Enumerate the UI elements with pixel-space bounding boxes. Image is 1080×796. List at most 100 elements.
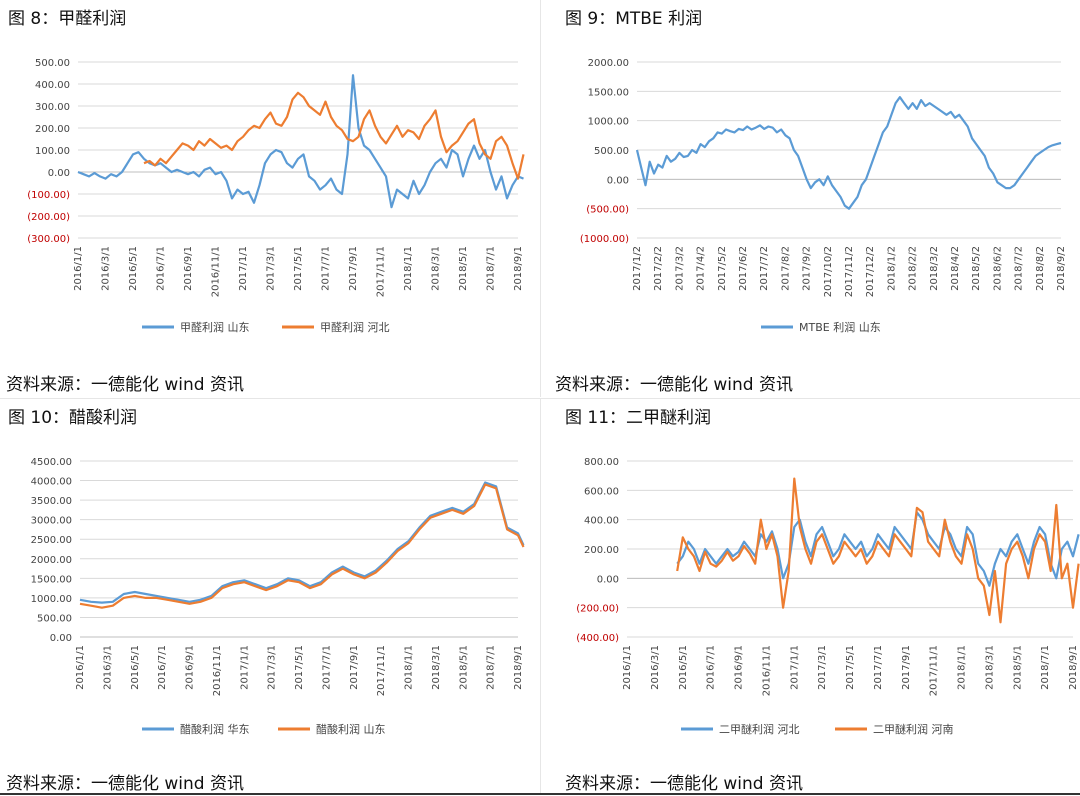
- x-tick-label: 2017/3/2: [674, 246, 685, 291]
- x-tick-label: 2016/1/1: [73, 246, 84, 291]
- x-tick-label: 2016/7/1: [157, 645, 168, 690]
- chart-dme: 800.00 600.00 400.00 200.00 0.00 (200.00) (400…: [576, 457, 1080, 736]
- x-tick-label: 2017/5/1: [293, 246, 304, 291]
- x-tick-label: 2017/5/2: [717, 246, 728, 291]
- x-tick-label: 2017/12/2: [865, 246, 876, 297]
- x-tick-label: 2017/10/2: [823, 246, 834, 297]
- x-tick-label: 2016/5/1: [128, 246, 139, 291]
- y-tick-label: 3500.00: [31, 496, 72, 507]
- y-tick-label: 0.00: [597, 574, 619, 585]
- x-tick-label: 2017/7/1: [321, 645, 332, 690]
- x-tick-label: 2018/8/2: [1035, 246, 1046, 291]
- x-tick-label: 2016/1/1: [622, 645, 633, 690]
- x-tick-label: 2017/4/2: [696, 246, 707, 291]
- y-tick-label: (200.00): [27, 212, 70, 223]
- chart-source: 资料来源：一德能化 wind 资讯: [6, 774, 244, 794]
- y-tick-label: (400.00): [576, 633, 619, 644]
- y-tick-label: 200.00: [584, 545, 619, 556]
- x-tick-label: 2016/7/1: [156, 246, 167, 291]
- legend-label: 甲醛利润 山东: [180, 320, 250, 334]
- panel-formaldehyde: 图 8：甲醛利润 500.00 400.00 300.00 200.00 100.00 0…: [0, 0, 540, 397]
- x-tick-label: 2016/11/1: [212, 645, 223, 696]
- y-tick-label: (1000.00): [580, 234, 629, 245]
- x-tick-label: 2018/9/1: [513, 246, 524, 291]
- x-tick-label: 2017/1/2: [632, 246, 643, 291]
- x-tick-label: 2018/5/1: [1012, 645, 1023, 690]
- x-tick-label: 2017/11/2: [844, 246, 855, 297]
- legend-label: MTBE 利润 山东: [799, 320, 881, 334]
- y-tick-label: 500.00: [35, 58, 70, 69]
- x-tick-label: 2018/1/2: [886, 246, 897, 291]
- x-tick-label: 2018/5/1: [458, 246, 469, 291]
- y-tick-label: 0.00: [607, 175, 629, 186]
- y-tick-label: 400.00: [35, 80, 70, 91]
- x-tick-label: 2016/5/1: [130, 645, 141, 690]
- x-tick-label: 2018/6/2: [992, 246, 1003, 291]
- x-tick-label: 2017/11/1: [376, 246, 387, 297]
- x-tick-label: 2017/8/2: [780, 246, 791, 291]
- x-tick-label: 2017/1/1: [789, 645, 800, 690]
- x-tick-label: 2018/3/1: [431, 246, 442, 291]
- y-tick-label: 0.00: [50, 633, 72, 644]
- y-tick-label: 500.00: [594, 146, 629, 157]
- x-tick-label: 2016/3/1: [102, 645, 113, 690]
- x-tick-label: 2017/6/2: [738, 246, 749, 291]
- chart-acetic-acid: 4500.00 4000.00 3500.00 3000.00 2500.00 2000.…: [31, 457, 525, 736]
- x-tick-label: 2017/7/1: [321, 246, 332, 291]
- y-tick-label: 100.00: [35, 146, 70, 157]
- x-tick-label: 2017/5/1: [294, 645, 305, 690]
- y-tick-label: 2500.00: [31, 535, 72, 546]
- y-tick-label: 3000.00: [31, 516, 72, 527]
- y-tick-label: 1500.00: [31, 574, 72, 585]
- x-tick-label: 2016/7/1: [706, 645, 717, 690]
- series-line: [635, 96, 1062, 210]
- y-tick-label: 1000.00: [588, 117, 629, 128]
- y-tick-label: 1000.00: [31, 594, 72, 605]
- x-tick-label: 2016/11/1: [211, 246, 222, 297]
- x-tick-label: 2016/1/1: [75, 645, 86, 690]
- legend-label: 醋酸利润 山东: [316, 722, 386, 736]
- series-line: [79, 481, 525, 604]
- y-tick-label: 800.00: [584, 457, 619, 468]
- x-tick-label: 2016/9/1: [183, 246, 194, 291]
- y-tick-label: (100.00): [27, 190, 70, 201]
- y-tick-label: 2000.00: [588, 58, 629, 69]
- legend-label: 二甲醚利润 河北: [719, 722, 800, 736]
- chart-source: 资料来源：一德能化 wind 资讯: [6, 375, 244, 395]
- x-tick-label: 2018/9/2: [1056, 246, 1067, 291]
- panel-acetic-acid: 图 10：醋酸利润 4500.00 4000.00 3500.00 3000.00 25…: [0, 398, 540, 795]
- x-tick-label: 2017/1/1: [239, 645, 250, 690]
- x-tick-label: 2018/7/1: [486, 645, 497, 690]
- y-tick-label: 4500.00: [31, 457, 72, 468]
- y-tick-label: 1500.00: [588, 87, 629, 98]
- panel-dme: 图 11：二甲醚利润 800.00 600.00 400.00 200.00 0.00 (…: [540, 398, 1080, 795]
- chart-title: 图 11：二甲醚利润: [565, 408, 712, 428]
- x-tick-label: 2016/5/1: [678, 645, 689, 690]
- y-tick-label: 200.00: [35, 124, 70, 135]
- x-tick-label: 2017/3/1: [267, 645, 278, 690]
- x-tick-label: 2017/11/1: [929, 645, 940, 696]
- y-tick-label: 4000.00: [31, 477, 72, 488]
- y-tick-label: 2000.00: [31, 555, 72, 566]
- x-tick-label: 2017/11/1: [376, 645, 387, 696]
- x-tick-label: 2017/3/1: [817, 645, 828, 690]
- y-tick-label: 400.00: [584, 516, 619, 527]
- y-tick-label: 600.00: [584, 486, 619, 497]
- panel-mtbe: 图 9：MTBE 利润 2000.00 1500.00 1000.00 500.00 0…: [540, 0, 1080, 397]
- x-tick-label: 2018/1/1: [957, 645, 968, 690]
- series-line: [143, 91, 525, 180]
- x-tick-label: 2017/2/2: [653, 246, 664, 291]
- x-tick-label: 2018/7/1: [1040, 645, 1051, 690]
- chart-source: 资料来源：一德能化 wind 资讯: [555, 375, 793, 395]
- x-tick-label: 2016/9/1: [185, 645, 196, 690]
- bottom-border: [0, 793, 1080, 795]
- chart-formaldehyde: 500.00 400.00 300.00 200.00 100.00 0.00 (100.0…: [27, 58, 525, 334]
- y-tick-label: 300.00: [35, 102, 70, 113]
- x-tick-label: 2018/4/2: [950, 246, 961, 291]
- x-tick-label: 2017/7/2: [759, 246, 770, 291]
- x-tick-label: 2018/3/2: [929, 246, 940, 291]
- x-tick-label: 2016/9/1: [734, 645, 745, 690]
- legend-label: 醋酸利润 华东: [180, 722, 250, 736]
- x-tick-label: 2018/3/1: [431, 645, 442, 690]
- y-tick-label: (200.00): [576, 604, 619, 615]
